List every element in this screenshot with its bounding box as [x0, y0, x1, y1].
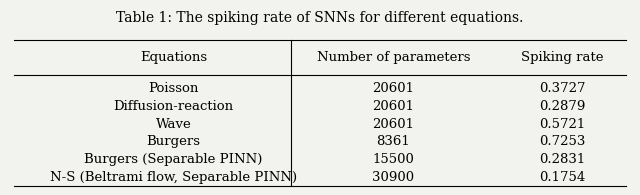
Text: Table 1: The spiking rate of SNNs for different equations.: Table 1: The spiking rate of SNNs for di… [116, 11, 524, 25]
Text: Burgers (Separable PINN): Burgers (Separable PINN) [84, 153, 262, 166]
Text: 20601: 20601 [372, 100, 414, 113]
Text: N-S (Beltrami flow, Separable PINN): N-S (Beltrami flow, Separable PINN) [50, 171, 297, 184]
Text: Wave: Wave [156, 118, 191, 131]
Text: 0.3727: 0.3727 [539, 82, 586, 95]
Text: 20601: 20601 [372, 118, 414, 131]
Text: 0.5721: 0.5721 [539, 118, 585, 131]
Text: 8361: 8361 [376, 135, 410, 148]
Text: Burgers: Burgers [147, 135, 200, 148]
Text: 0.2831: 0.2831 [539, 153, 585, 166]
Text: 0.7253: 0.7253 [539, 135, 586, 148]
Text: 0.1754: 0.1754 [539, 171, 585, 184]
Text: 30900: 30900 [372, 171, 414, 184]
Text: 20601: 20601 [372, 82, 414, 95]
Text: Diffusion-reaction: Diffusion-reaction [113, 100, 234, 113]
Text: Poisson: Poisson [148, 82, 198, 95]
Text: 0.2879: 0.2879 [539, 100, 586, 113]
Text: 15500: 15500 [372, 153, 414, 166]
Text: Equations: Equations [140, 51, 207, 64]
Text: Number of parameters: Number of parameters [317, 51, 470, 64]
Text: Spiking rate: Spiking rate [521, 51, 604, 64]
